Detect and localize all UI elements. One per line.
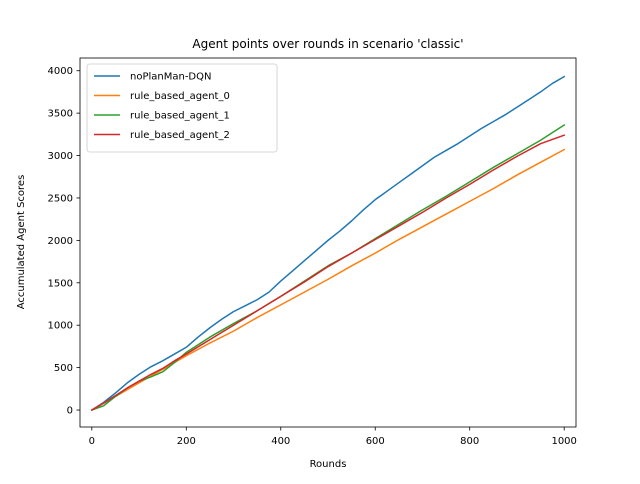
legend-label-1: rule_based_agent_0 — [130, 91, 230, 102]
y-tick-label: 3000 — [48, 151, 73, 162]
plot-frame — [79, 57, 577, 428]
legend: noPlanMan-DQN rule_based_agent_0 rule_base… — [86, 63, 278, 153]
y-axis-ticks: 0 500 1000 1500 2000 2500 3000 3500 4000 — [48, 66, 80, 417]
y-axis-label: Accumulated Agent Scores — [16, 175, 27, 310]
series-line-3 — [90, 134, 566, 412]
x-tick-label: 200 — [177, 436, 196, 447]
plot-lines — [90, 75, 566, 412]
x-axis-ticks: 0 200 400 600 800 1000 — [89, 427, 577, 447]
legend-label-2: rule_based_agent_1 — [130, 111, 230, 122]
y-tick-label: 2500 — [48, 193, 73, 204]
chart-title: Agent points over rounds in scenario 'cl… — [192, 37, 463, 51]
y-tick-label: 1000 — [48, 321, 73, 332]
y-tick-label: 4000 — [48, 66, 73, 77]
y-tick-label: 1500 — [48, 278, 73, 289]
legend-label-3: rule_based_agent_2 — [130, 130, 230, 141]
legend-label-0: noPlanMan-DQN — [130, 72, 211, 83]
series-line-0 — [90, 75, 566, 412]
x-tick-label: 0 — [89, 436, 95, 447]
x-tick-label: 600 — [366, 436, 385, 447]
y-tick-label: 2000 — [48, 236, 73, 247]
y-tick-label: 3500 — [48, 109, 73, 120]
legend-box — [86, 63, 278, 153]
y-tick-label: 500 — [54, 363, 73, 374]
x-tick-label: 1000 — [551, 436, 576, 447]
x-axis-label: Rounds — [310, 459, 347, 470]
y-tick-label: 0 — [67, 406, 73, 417]
x-tick-label: 800 — [460, 436, 479, 447]
x-tick-label: 400 — [271, 436, 290, 447]
